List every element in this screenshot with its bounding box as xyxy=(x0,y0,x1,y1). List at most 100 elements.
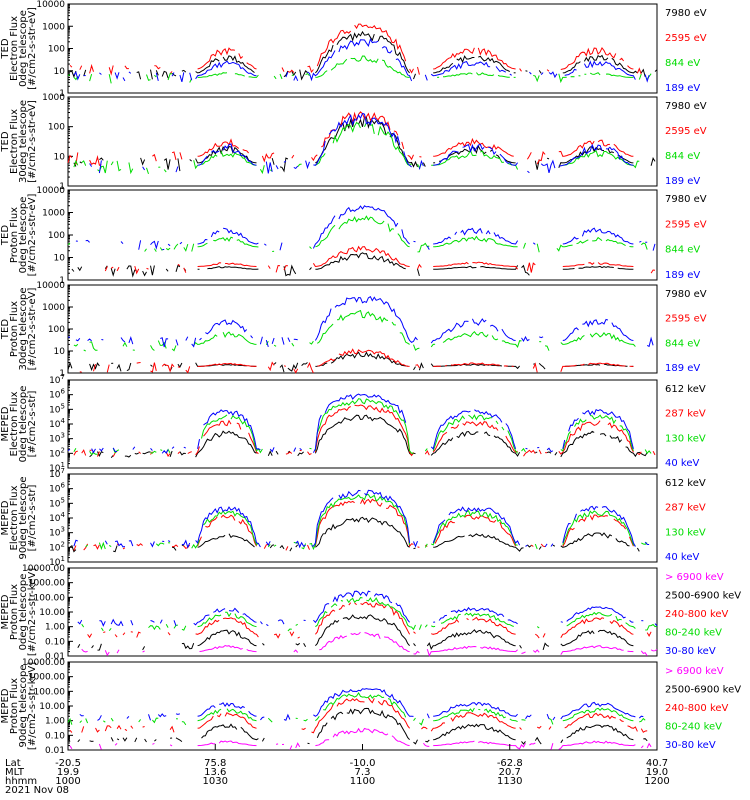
x-tick-label: 19.9 xyxy=(57,767,79,778)
y-axis-label: [#/cm2-s-str] xyxy=(27,390,38,457)
series-line-green xyxy=(67,692,646,726)
legend-entry: > 6900 keV xyxy=(665,572,724,583)
series-line-blue xyxy=(75,205,656,251)
y-axis-label: TED xyxy=(0,131,11,152)
y-tick-label: 107 xyxy=(49,467,65,480)
y-tick-label: 100 xyxy=(48,231,65,241)
y-axis-label: [#/cm2-s-str-eV] xyxy=(27,194,38,277)
y-axis-label: MEPED xyxy=(0,406,11,441)
y-tick-label: 10000.00 xyxy=(22,564,65,574)
legend-entry: 612 keV xyxy=(665,384,706,395)
y-tick-label: 100 xyxy=(48,325,65,335)
y-tick-label: 10.00 xyxy=(39,608,65,618)
legend-entry: 844 eV xyxy=(665,151,700,162)
legend-entry: 844 eV xyxy=(665,338,700,349)
series-line-blue xyxy=(80,689,647,721)
series-line-blue xyxy=(90,113,648,173)
series-line-black xyxy=(68,352,647,372)
legend-entry: 7980 eV xyxy=(665,101,707,112)
series-line-red xyxy=(70,24,651,75)
y-tick-label: 10000.00 xyxy=(22,658,65,668)
y-tick-label: 10 xyxy=(54,254,66,264)
series-line-green xyxy=(68,56,655,83)
series-line-red xyxy=(68,112,651,165)
y-tick-label: 1000 xyxy=(42,303,65,313)
y-tick-label: 106 xyxy=(49,482,65,495)
series-line-magenta xyxy=(81,631,658,657)
legend-entry: 2595 eV xyxy=(665,126,707,137)
legend-entry: 844 eV xyxy=(665,245,700,256)
y-axis-label: MEPED xyxy=(0,594,11,629)
legend-entry: 130 keV xyxy=(665,527,706,538)
series-line-green xyxy=(74,123,657,174)
series-line-black xyxy=(78,615,657,650)
legend-entry: 2500-6900 keV xyxy=(665,685,741,696)
legend-entry: 30-80 keV xyxy=(665,740,716,751)
y-axis-label: MEPED xyxy=(0,500,11,535)
y-axis-label: Proton Flux xyxy=(9,207,20,263)
series-line-black xyxy=(69,30,658,81)
y-tick-label: 106 xyxy=(49,388,65,401)
y-axis-label: TED xyxy=(0,225,11,246)
legend-entry: 130 keV xyxy=(665,433,706,444)
panel-8: 0.01 0.10 1.00 10.00 100.00 1000.00 10000.00 ME… xyxy=(0,658,741,756)
series-line-blue xyxy=(68,394,651,453)
series-line-blue xyxy=(67,296,654,348)
x-tick-label: 20.7 xyxy=(499,767,521,778)
legend-entry: 2595 eV xyxy=(665,33,707,44)
y-tick-label: 10 xyxy=(54,152,66,162)
legend-entry: 7980 eV xyxy=(665,289,707,300)
legend-entry: 287 keV xyxy=(665,503,706,514)
legend-entry: 189 eV xyxy=(665,363,700,374)
y-tick-label: 104 xyxy=(49,417,65,430)
y-tick-label: 105 xyxy=(49,402,65,415)
y-tick-label: 1000.00 xyxy=(28,579,65,589)
series-line-black xyxy=(90,415,654,458)
legend-entry: 80-240 keV xyxy=(665,722,722,733)
y-axis-label: 90deg telescope xyxy=(18,476,29,559)
x-row-label: Lat xyxy=(5,758,21,769)
panel-frame xyxy=(67,96,658,187)
legend-entry: 40 keV xyxy=(665,458,699,469)
legend-entry: 30-80 keV xyxy=(665,646,716,657)
x-tick-label: 40.7 xyxy=(646,758,668,769)
y-axis-label: MEPED xyxy=(0,688,11,723)
y-tick-label: 1 xyxy=(59,182,65,192)
x-tick-label: -20.5 xyxy=(55,758,81,769)
y-tick-label: 103 xyxy=(49,526,65,539)
panel-frame xyxy=(67,3,658,94)
y-tick-label: 105 xyxy=(49,496,65,509)
y-axis-label: [#/cm2-s-str-keV] xyxy=(27,568,38,656)
y-tick-label: 1000 xyxy=(42,93,65,103)
y-tick-label: 10 xyxy=(54,67,66,77)
legend-entry: 612 keV xyxy=(665,478,706,489)
series-line-blue xyxy=(74,39,655,82)
panel-frame xyxy=(67,567,658,657)
y-tick-label: 0.01 xyxy=(45,746,65,756)
y-tick-label: 100.00 xyxy=(34,687,66,697)
x-tick-label: 1030 xyxy=(203,776,228,787)
y-axis-label: [#/cm2-s-str-eV] xyxy=(27,100,38,183)
legend-entry: 189 eV xyxy=(665,176,700,187)
y-axis-label: Electron Flux xyxy=(9,16,20,81)
y-tick-label: 103 xyxy=(49,432,65,445)
y-tick-label: 101 xyxy=(49,461,65,474)
y-axis-label: [#/cm2-s-str-eV] xyxy=(27,288,38,371)
x-tick-label: 75.8 xyxy=(204,758,226,769)
y-axis-label: TED xyxy=(0,38,11,59)
y-tick-label: 10.00 xyxy=(39,702,65,712)
series-line-black xyxy=(72,253,653,276)
y-axis-label: 90deg telescope xyxy=(18,664,29,747)
series-line-green xyxy=(74,311,651,351)
legend-entry: 189 eV xyxy=(665,83,700,94)
x-row-label: hhmm xyxy=(5,776,37,787)
legend-entry: 189 eV xyxy=(665,270,700,281)
y-axis-label: 30deg telescope xyxy=(18,100,29,183)
y-tick-label: 1000 xyxy=(42,22,65,32)
